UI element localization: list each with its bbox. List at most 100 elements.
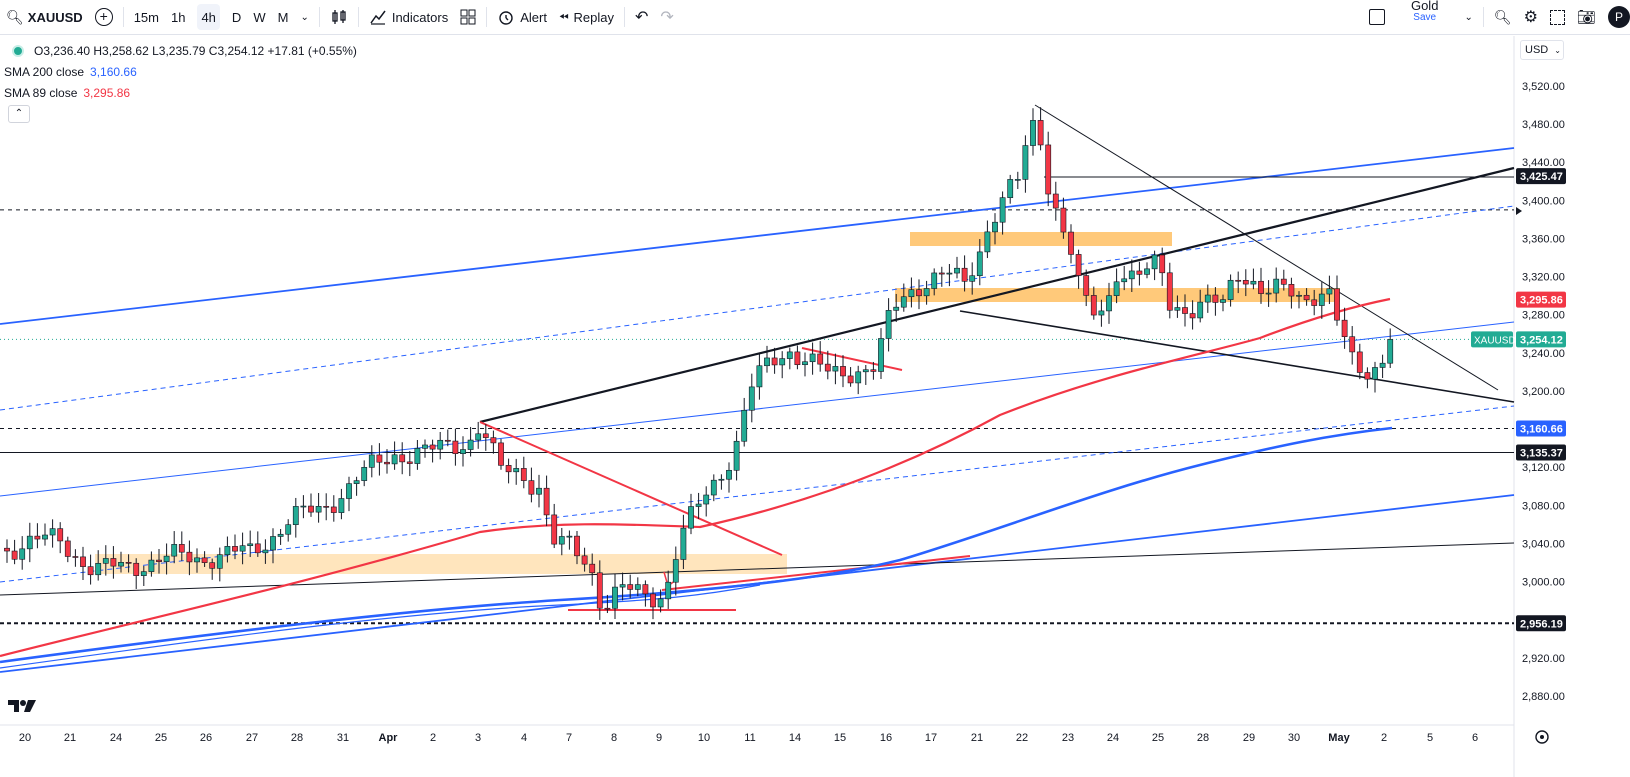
candle-body [619, 584, 626, 588]
candle-body [741, 409, 748, 442]
timeframe-dropdown[interactable]: ⌄ [294, 0, 314, 34]
account-button[interactable]: P [1602, 0, 1630, 34]
price-label-text: 3,254.12 [1520, 334, 1563, 346]
price-label: 3,295.86 [1516, 291, 1566, 308]
candle-body [1068, 231, 1074, 255]
timeframe-15m[interactable]: 15m [133, 9, 159, 25]
candle [976, 239, 983, 286]
candle [794, 345, 801, 370]
candle [1273, 267, 1280, 303]
candle [1288, 277, 1295, 309]
candle [49, 519, 56, 548]
diagonal-resistance [1034, 104, 1499, 391]
price-tick-label: 3,200.00 [1522, 386, 1565, 398]
timeframe-d[interactable]: D [231, 9, 242, 25]
candle [756, 352, 763, 400]
screenshot-button[interactable]: 📷︎ [1571, 0, 1602, 34]
price-tick-label: 3,440.00 [1522, 157, 1565, 169]
candle [239, 532, 246, 565]
candle-body [688, 506, 694, 529]
sma89-legend[interactable]: SMA 89 close 3,295.86 [0, 82, 357, 103]
candle [368, 445, 375, 478]
candle-body [558, 536, 565, 545]
candle-body [353, 480, 360, 484]
red-falling-trendline [479, 421, 783, 556]
chart-type-button[interactable] [324, 0, 354, 34]
price-tick-label: 3,120.00 [1522, 462, 1565, 474]
price-tick-label: 3,400.00 [1522, 195, 1565, 207]
market-status-dot [12, 44, 24, 57]
candle [87, 554, 94, 585]
candle-body [34, 535, 41, 540]
plus-circle-icon: + [94, 8, 113, 26]
candle [1128, 259, 1135, 293]
symbol-search[interactable]: 🔍︎ XAUUSD [0, 0, 89, 34]
candle-body [323, 506, 330, 508]
alert-button[interactable]: Alert [491, 0, 553, 34]
undo-button[interactable]: ↶ [629, 0, 654, 34]
time-axis-settings[interactable] [1535, 730, 1549, 744]
candle-body [49, 528, 56, 536]
candle [969, 262, 976, 295]
candle [1083, 269, 1090, 307]
candle [194, 548, 200, 573]
candles-icon [332, 10, 346, 24]
candle [482, 424, 489, 451]
symbol-name: XAUUSD [27, 9, 83, 25]
candle [840, 355, 846, 388]
replay-button[interactable]: ⏪︎ Replay [553, 0, 620, 34]
candle [931, 268, 938, 296]
indicators-button[interactable]: Indicators [363, 0, 454, 34]
candle [1060, 197, 1067, 239]
timeframe-1h[interactable]: 1h [170, 9, 186, 25]
candle [1189, 300, 1196, 330]
layout-dropdown[interactable]: ⌄ [1458, 0, 1478, 34]
candle-body [612, 586, 618, 609]
candle-body [118, 562, 124, 567]
candle-body [642, 584, 649, 595]
candle [110, 546, 117, 579]
price-tick-label: 3,320.00 [1522, 272, 1565, 284]
scroll-right-marker[interactable] [1516, 207, 1522, 215]
price-tick-label: 3,040.00 [1522, 538, 1565, 550]
upper-channel-line [0, 147, 1515, 325]
settings-button[interactable]: ⚙ [1518, 0, 1544, 34]
timeframe-4h[interactable]: 4h [191, 0, 225, 34]
templates-button[interactable] [454, 0, 482, 34]
time-tick-label: 24 [1107, 732, 1119, 744]
price-label-bg [1516, 331, 1566, 348]
fullscreen-button[interactable] [1544, 0, 1571, 34]
timeframe-m[interactable]: M [277, 9, 289, 25]
candle-body [862, 369, 869, 373]
quick-search-button[interactable]: 🔍︎ [1488, 0, 1518, 34]
compare-symbol-button[interactable]: + [89, 0, 119, 34]
candle-body [657, 598, 664, 608]
undo-icon: ↶ [635, 9, 649, 26]
legend-collapse-button[interactable]: ⌃ [8, 104, 30, 123]
layout-name-button[interactable]: Gold Save [1405, 0, 1444, 34]
layout-square-button[interactable] [1363, 0, 1391, 34]
time-tick-label: 15 [834, 732, 846, 744]
redo-button[interactable]: ↷ [654, 0, 679, 34]
timeframe-w[interactable]: W [253, 9, 266, 25]
sma200-legend[interactable]: SMA 200 close 3,160.66 [0, 61, 357, 82]
price-label-text: 3,160.66 [1520, 423, 1563, 435]
candle [460, 436, 466, 467]
gear-icon[interactable] [1535, 730, 1549, 744]
divider [624, 7, 626, 27]
candle [908, 277, 915, 308]
candle-body [840, 366, 846, 377]
square-icon [1368, 9, 1385, 25]
candle [1318, 282, 1325, 319]
currency-selector[interactable]: USD ⌄ [1520, 40, 1564, 60]
divider [486, 7, 488, 27]
candle [57, 522, 64, 554]
red-arrow-mark [663, 571, 677, 588]
candle [102, 545, 109, 576]
price-label: 2,956.19 [1516, 615, 1566, 632]
candle [1204, 284, 1211, 313]
candle [786, 347, 793, 370]
candle [277, 529, 284, 545]
candle [323, 493, 330, 521]
price-label-text: 3,295.86 [1520, 295, 1563, 307]
